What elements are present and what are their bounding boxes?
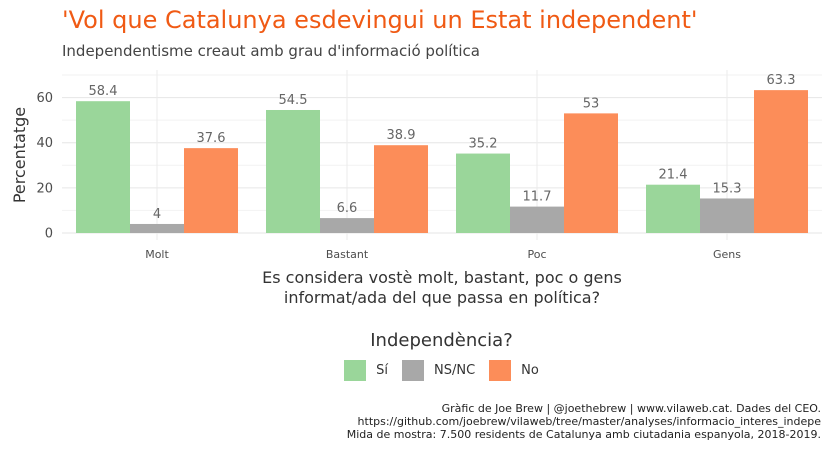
value-label: 54.5	[279, 93, 308, 108]
legend-item-no: No	[489, 360, 539, 381]
legend-label-no: No	[521, 363, 539, 378]
bar-No-Molt	[184, 148, 238, 233]
bar-chart: 58.4 4 37.6 54.5 6.6 38.9 35.2 11.7 53 21.4 15.3 63…	[10, 70, 822, 261]
bar-No-Gens	[754, 90, 808, 233]
bar-NS/NC-Bastant	[320, 218, 374, 233]
x-tick-label: Poc	[527, 248, 546, 261]
value-label: 63.3	[767, 73, 796, 88]
legend: Independència? Sí NS/NC No	[0, 330, 829, 381]
x-axis-title: Es considera vostè molt, bastant, poc o …	[62, 268, 822, 308]
legend-swatch-no	[489, 360, 512, 381]
bars	[76, 90, 808, 234]
x-axis-title-line1: Es considera vostè molt, bastant, poc o …	[262, 268, 622, 287]
value-label: 53	[583, 96, 600, 111]
bar-NS/NC-Molt	[130, 223, 184, 233]
value-label: 37.6	[197, 131, 226, 146]
x-tick-label: Gens	[713, 248, 741, 261]
bar-Sí-Molt	[76, 101, 130, 234]
y-tick-label: 60	[36, 91, 53, 106]
caption-line3: Mida de mostra: 7.500 residents de Catal…	[346, 428, 821, 441]
bar-Sí-Bastant	[266, 109, 320, 233]
legend-item-nsnc: NS/NC	[402, 360, 475, 381]
bar-NS/NC-Poc	[510, 206, 564, 233]
bar-Sí-Poc	[456, 153, 510, 233]
value-labels: 58.4 4 37.6 54.5 6.6 38.9 35.2 11.7 53 21.4 15.3 63…	[89, 73, 796, 222]
legend-swatch-si	[344, 360, 367, 381]
caption-line2: https://github.com/joebrew/vilaweb/tree/…	[357, 415, 821, 428]
x-tick-labels: Molt Bastant Poc Gens	[145, 248, 741, 261]
chart-subtitle: Independentisme creaut amb grau d'inform…	[62, 42, 480, 60]
y-tick-labels: 0 20 40 60	[36, 91, 53, 241]
chart-title: 'Vol que Catalunya esdevingui un Estat i…	[62, 6, 698, 34]
legend-label-nsnc: NS/NC	[434, 363, 476, 378]
legend-title: Independència?	[370, 330, 513, 351]
legend-item-si: Sí	[344, 360, 388, 381]
value-label: 35.2	[469, 137, 498, 152]
y-tick-label: 0	[45, 227, 53, 242]
y-tick-label: 20	[36, 181, 53, 196]
y-axis-title: Percentatge	[10, 107, 29, 203]
caption-line1: Gràfic de Joe Brew | @joethebrew | www.v…	[441, 402, 821, 415]
x-tick-label: Bastant	[326, 248, 369, 261]
y-tick-label: 40	[36, 136, 53, 151]
legend-swatch-nsnc	[402, 360, 424, 381]
legend-label-si: Sí	[376, 363, 388, 378]
value-label: 15.3	[713, 181, 742, 196]
value-label: 21.4	[659, 168, 688, 183]
x-axis-title-line2: informat/ada del que passa en política?	[283, 288, 601, 307]
bar-Sí-Gens	[646, 184, 700, 233]
value-label: 4	[153, 207, 161, 222]
bar-NS/NC-Gens	[700, 198, 754, 233]
value-label: 6.6	[337, 201, 358, 216]
value-label: 58.4	[89, 84, 118, 99]
x-tick-label: Molt	[145, 248, 169, 261]
bar-No-Poc	[564, 113, 618, 233]
caption: Gràfic de Joe Brew | @joethebrew | www.v…	[347, 402, 821, 441]
legend-items: Sí NS/NC No	[0, 360, 829, 381]
value-label: 11.7	[523, 190, 552, 205]
bar-No-Bastant	[374, 145, 428, 233]
value-label: 38.9	[387, 128, 416, 143]
